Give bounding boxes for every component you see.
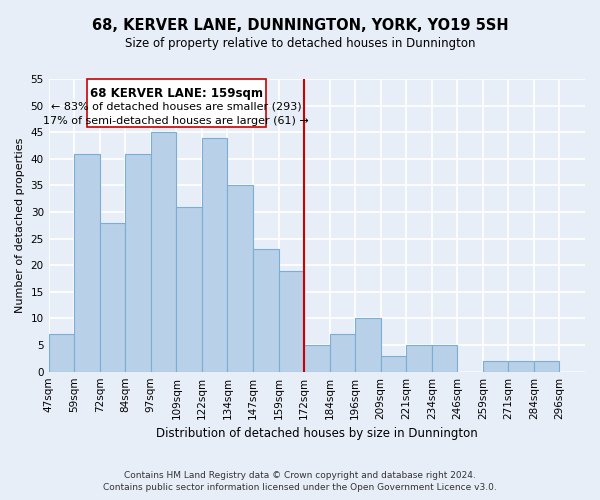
Text: Contains public sector information licensed under the Open Government Licence v3: Contains public sector information licen… (103, 484, 497, 492)
Bar (176, 206, 202, 372)
Bar (508, 361, 534, 372)
Bar (304, 345, 329, 372)
Bar (380, 356, 406, 372)
Bar (483, 361, 508, 372)
Text: Size of property relative to detached houses in Dunnington: Size of property relative to detached ho… (125, 38, 475, 51)
Bar (329, 334, 355, 372)
Text: Contains HM Land Registry data © Crown copyright and database right 2024.: Contains HM Land Registry data © Crown c… (124, 471, 476, 480)
Bar (406, 345, 432, 372)
Bar (253, 250, 278, 372)
Bar (227, 186, 253, 372)
Bar (125, 154, 151, 372)
Text: 68 KERVER LANE: 159sqm: 68 KERVER LANE: 159sqm (90, 87, 263, 100)
Bar (49, 334, 74, 372)
X-axis label: Distribution of detached houses by size in Dunnington: Distribution of detached houses by size … (156, 427, 478, 440)
Text: 68, KERVER LANE, DUNNINGTON, YORK, YO19 5SH: 68, KERVER LANE, DUNNINGTON, YORK, YO19 … (92, 18, 508, 32)
Bar (202, 138, 227, 372)
Y-axis label: Number of detached properties: Number of detached properties (15, 138, 25, 313)
Bar (278, 270, 304, 372)
Bar (74, 154, 100, 372)
Bar (432, 345, 457, 372)
Bar (87, 79, 266, 127)
Bar (100, 222, 125, 372)
Bar (355, 318, 380, 372)
Text: 17% of semi-detached houses are larger (61) →: 17% of semi-detached houses are larger (… (43, 116, 309, 126)
Bar (534, 361, 559, 372)
Text: ← 83% of detached houses are smaller (293): ← 83% of detached houses are smaller (29… (51, 102, 302, 112)
Bar (151, 132, 176, 372)
